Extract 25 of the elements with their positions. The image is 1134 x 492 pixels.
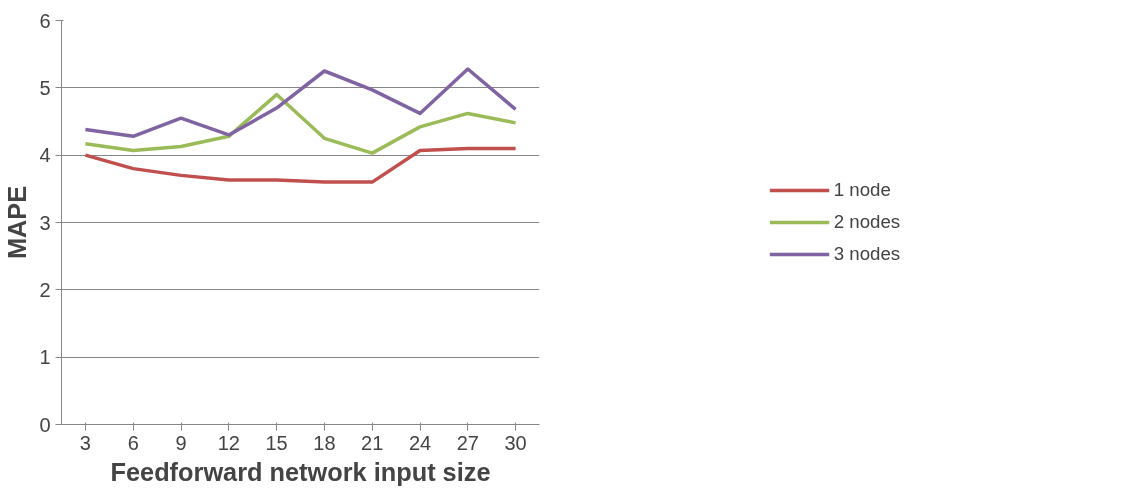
x-tick-label: 30 xyxy=(504,431,527,454)
x-tick-label: 6 xyxy=(127,431,139,454)
y-tick-label: 6 xyxy=(39,9,51,32)
y-tick-label: 0 xyxy=(39,413,51,436)
x-tick-label: 9 xyxy=(175,431,187,454)
line-series xyxy=(83,146,518,184)
x-axis-title: Feedforward network input size xyxy=(110,457,491,486)
legend-label: 2 nodes xyxy=(833,211,901,233)
x-tick-label: 18 xyxy=(313,431,336,454)
y-tick-label: 3 xyxy=(39,211,51,234)
x-tick-label: 24 xyxy=(408,431,432,454)
y-tick-label: 5 xyxy=(39,76,51,99)
legend-label: 1 node xyxy=(833,179,891,201)
x-tick-label: 12 xyxy=(217,431,240,454)
x-tick-label: 21 xyxy=(361,431,384,454)
x-tick-label: 15 xyxy=(265,431,288,454)
y-tick-label: 2 xyxy=(39,278,51,301)
line-series xyxy=(83,67,518,139)
y-tick-label: 4 xyxy=(39,144,51,167)
y-axis-title: MAPE xyxy=(3,185,32,260)
legend-label: 3 nodes xyxy=(833,243,901,265)
line-series xyxy=(83,92,518,155)
y-tick-label: 1 xyxy=(39,346,51,369)
x-tick-label: 3 xyxy=(79,431,91,454)
x-tick-label: 27 xyxy=(456,431,479,454)
